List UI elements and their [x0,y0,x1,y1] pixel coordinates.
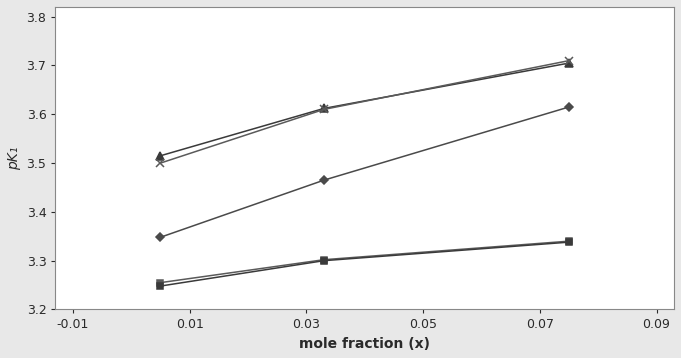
X-axis label: mole fraction (x): mole fraction (x) [299,337,430,351]
Y-axis label: pK₁: pK₁ [7,146,21,170]
